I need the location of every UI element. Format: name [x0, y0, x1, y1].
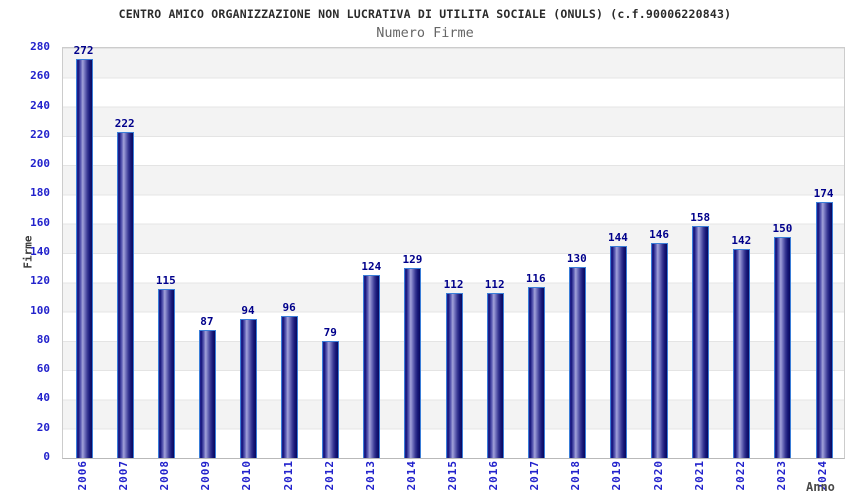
y-axis-tick-labels: 0 20 40 60 80 100 120 140 160 180 200 220 240 260 280 — [0, 0, 54, 500]
y-tick-label: 80 — [36, 332, 50, 346]
x-tick-2008: 2008 — [158, 460, 172, 491]
bar-value-label: 174 — [813, 187, 834, 201]
y-tick-label: 220 — [30, 127, 50, 141]
bar-2014 — [404, 268, 422, 458]
bar-slot-2021: 158 — [680, 48, 721, 458]
bar-slot-2015: 112 — [433, 48, 474, 458]
bar-2010 — [239, 319, 257, 458]
bar-2022 — [733, 249, 751, 458]
x-tick-2015: 2015 — [446, 460, 460, 491]
bar-slot-2007: 222 — [104, 48, 145, 458]
x-tick-2007: 2007 — [117, 460, 131, 491]
bar-2009 — [198, 329, 216, 458]
bar-value-label: 112 — [484, 278, 505, 291]
bar-2023 — [774, 237, 792, 458]
chart-subtitle: Numero Firme — [376, 25, 474, 41]
y-tick-label: 260 — [30, 69, 50, 83]
x-tick-2020: 2020 — [651, 460, 665, 491]
x-tick-2019: 2019 — [610, 460, 624, 491]
bar-value-label: 129 — [402, 253, 423, 267]
x-tick-2013: 2013 — [363, 460, 377, 491]
y-tick-label: 100 — [30, 303, 50, 317]
bar-2017 — [527, 287, 545, 458]
bar-slot-2020: 146 — [639, 48, 680, 458]
y-tick-label: 0 — [43, 450, 50, 463]
bar-value-label: 144 — [608, 231, 628, 245]
x-tick-2009: 2009 — [199, 460, 213, 491]
bar-2012 — [322, 341, 340, 458]
bar-value-label: 222 — [114, 116, 135, 130]
bar-value-label: 158 — [690, 210, 711, 224]
bar-slot-2013: 124 — [351, 48, 392, 458]
bar-value-label: 87 — [200, 314, 214, 328]
bar-value-label: 96 — [282, 301, 296, 315]
bar-slot-2024: 174 — [803, 48, 844, 458]
bar-slot-2019: 144 — [597, 48, 638, 458]
y-tick-label: 200 — [30, 157, 50, 171]
x-tick-2021: 2021 — [692, 460, 706, 491]
y-tick-label: 20 — [36, 420, 50, 434]
x-tick-2006: 2006 — [76, 460, 90, 491]
y-tick-label: 160 — [30, 215, 50, 229]
bar-value-label: 94 — [241, 304, 255, 318]
bar-slot-2016: 112 — [474, 48, 515, 458]
bar-2006 — [75, 58, 93, 458]
y-tick-label: 40 — [36, 391, 50, 405]
y-tick-label: 140 — [30, 245, 50, 258]
y-tick-label: 60 — [36, 362, 50, 376]
y-tick-label: 180 — [30, 186, 50, 200]
bar-value-label: 142 — [731, 234, 752, 248]
bar-slot-2012: 79 — [310, 48, 351, 458]
bar-2020 — [651, 243, 669, 458]
bar-2011 — [281, 316, 299, 458]
bar-value-label: 115 — [155, 273, 176, 287]
x-tick-2018: 2018 — [569, 460, 583, 491]
bar-2015 — [445, 293, 463, 458]
bar-slot-2018: 130 — [556, 48, 597, 458]
x-tick-2010: 2010 — [240, 460, 254, 491]
bar-slot-2008: 115 — [145, 48, 186, 458]
bar-slot-2006: 272 — [63, 44, 104, 458]
bar-value-label: 130 — [566, 251, 587, 265]
bar-2016 — [486, 293, 504, 458]
bar-slot-2010: 94 — [227, 48, 268, 458]
bar-slot-2022: 142 — [721, 48, 762, 458]
bar-2024 — [815, 202, 833, 458]
bar-2021 — [692, 225, 710, 458]
y-tick-label: 240 — [30, 98, 50, 112]
bar-2008 — [157, 288, 175, 458]
bar-2018 — [568, 266, 586, 458]
bar-slot-2023: 150 — [762, 48, 803, 458]
bar-value-label: 116 — [525, 272, 546, 286]
bar-2007 — [116, 131, 134, 458]
x-tick-2023: 2023 — [774, 460, 788, 491]
x-tick-2012: 2012 — [322, 460, 336, 491]
bar-value-label: 146 — [649, 228, 670, 242]
bar-slot-2011: 96 — [269, 48, 310, 458]
y-tick-label: 120 — [30, 274, 50, 288]
bar-value-label: 272 — [73, 43, 94, 57]
x-tick-2016: 2016 — [487, 460, 501, 491]
x-tick-2014: 2014 — [404, 460, 418, 491]
plot-area: 272 222 115 87 94 96 79 124 129 112 112 116 130 144 14… — [62, 44, 845, 459]
bar-value-label: 112 — [443, 278, 464, 291]
bar-value-label: 150 — [772, 222, 793, 236]
bar-slot-2009: 87 — [186, 48, 227, 458]
x-axis-labels: 2006 2007 2008 2009 2010 2011 2012 2013 2014 2015… — [62, 460, 843, 500]
bar-slot-2017: 116 — [515, 48, 556, 458]
chart-title: CENTRO AMICO ORGANIZZAZIONE NON LUCRATIV… — [118, 7, 732, 21]
x-axis-title: Anno — [806, 480, 835, 494]
bar-2019 — [609, 246, 627, 458]
y-tick-label: 280 — [30, 40, 50, 53]
bar-value-label: 124 — [361, 260, 382, 274]
bar-value-label: 79 — [323, 326, 337, 340]
x-tick-2022: 2022 — [733, 460, 747, 491]
x-tick-2017: 2017 — [528, 460, 542, 491]
bar-slot-2014: 129 — [392, 48, 433, 458]
bar-2013 — [363, 275, 381, 458]
x-tick-2011: 2011 — [281, 460, 295, 491]
